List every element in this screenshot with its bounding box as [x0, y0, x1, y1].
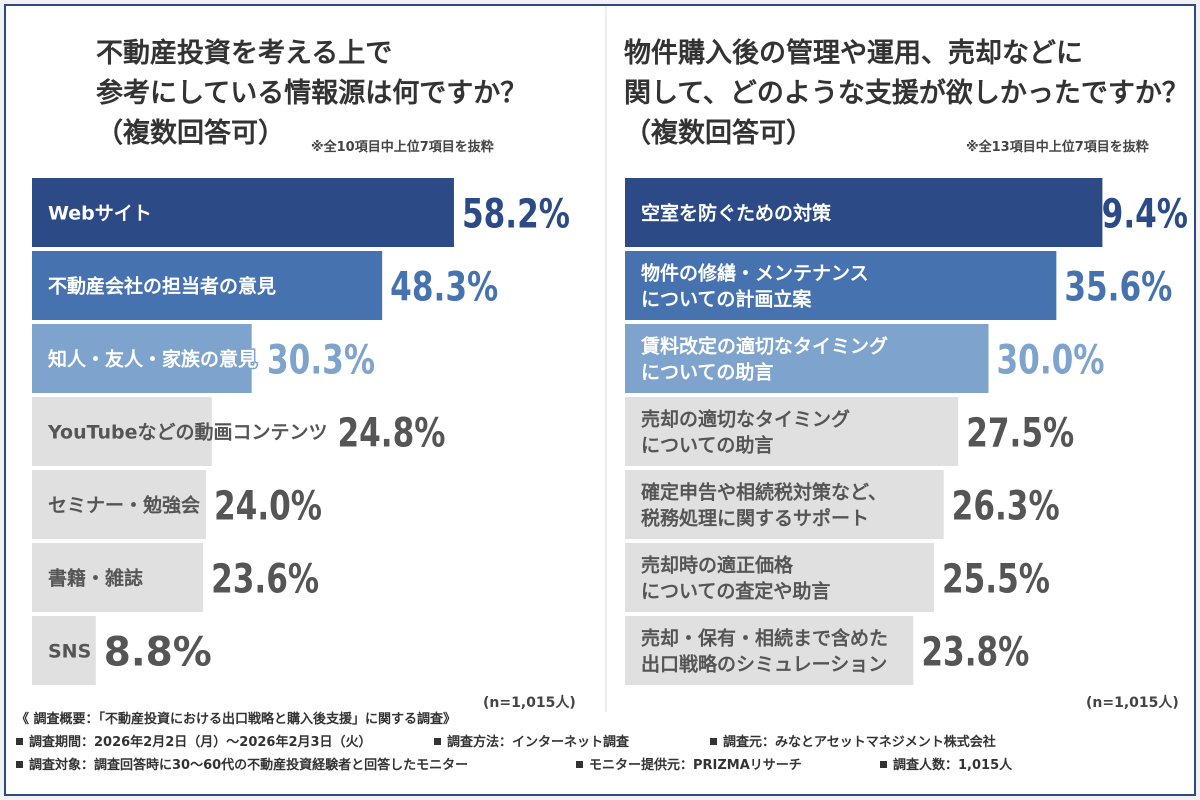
right-bar-3 — [625, 324, 989, 393]
right-value-label-2: 35.6% — [1064, 265, 1172, 311]
survey-provider: モニター提供元：PRIZMAリサーチ — [589, 758, 802, 773]
left-bar-3 — [32, 324, 252, 393]
right-category-label-1: 空室を防ぐための対策 — [641, 202, 832, 225]
survey-footer: 《 調査概要：「不動産投資における出口戦略と購入後支援」に関する調査》 調査期間… — [16, 708, 1186, 777]
right-value-label-1: 39.4% — [1080, 192, 1188, 238]
survey-overview: 《 調査概要：「不動産投資における出口戦略と購入後支援」に関する調査》 — [16, 712, 457, 727]
right-bar-1 — [625, 178, 1103, 247]
survey-period: 調査期間：2026年2月2日（月）〜2026年2月3日（火） — [29, 735, 372, 750]
right-value-label-5: 26.3% — [952, 484, 1060, 530]
survey-organizer: 調査元：みなとアセットマネジメント株式会社 — [723, 735, 996, 750]
bullet-icon — [16, 761, 23, 768]
bullet-icon — [880, 761, 887, 768]
right-value-label-7: 23.8% — [921, 630, 1029, 676]
left-bar-6 — [32, 543, 204, 612]
right-chart-title: 物件購入後の管理や運用、売却などに 関して、どのような支援が欲しかったですか？ … — [624, 38, 1189, 149]
left-category-label-6: 書籍・雑誌 — [48, 567, 143, 590]
right-bar-5 — [625, 470, 944, 539]
right-bar-7 — [625, 616, 914, 685]
left-category-label-3: 知人・友人・家族の意見 — [48, 348, 257, 371]
left-bar-1 — [32, 178, 454, 247]
right-value-label-4: 27.5% — [966, 411, 1074, 457]
right-category-label-6: 売却時の適正価格についての査定や助言 — [641, 554, 830, 603]
left-value-label-7: 8.8% — [104, 630, 212, 676]
left-category-label-7: SNS — [48, 641, 91, 663]
bullet-icon — [16, 738, 23, 745]
survey-method: 調査方法：インターネット調査 — [447, 735, 630, 750]
left-category-label-2: 不動産会社の担当者の意見 — [48, 275, 276, 298]
left-chart-title: 不動産投資を考える上で 参考にしている情報源は何ですか？ （複数回答可） — [96, 38, 528, 149]
left-value-label-5: 24.0% — [214, 484, 322, 530]
left-chart-note: ※全10項目中上位7項目を抜粋 — [311, 140, 494, 155]
right-bar-6 — [625, 543, 934, 612]
right-value-label-3: 30.0% — [997, 338, 1105, 384]
bullet-icon — [434, 738, 441, 745]
bullet-icon — [710, 738, 717, 745]
right-category-label-7: 売却・保有・相続まで含めた出口戦略のシミュレーション — [641, 627, 888, 676]
left-value-label-2: 48.3% — [390, 265, 498, 311]
left-value-label-6: 23.6% — [211, 557, 319, 603]
right-bar-2 — [625, 251, 1057, 320]
left-value-label-1: 58.2% — [462, 192, 570, 238]
right-category-label-4: 売却の適切なタイミングについての助言 — [641, 408, 850, 457]
left-value-label-3: 30.3% — [267, 338, 375, 384]
right-chart-note: ※全13項目中上位7項目を抜粋 — [966, 140, 1149, 155]
left-category-label-5: セミナー・勉強会 — [48, 494, 200, 517]
left-category-label-4: YouTubeなどの動画コンテンツ — [47, 422, 327, 444]
left-bar-2 — [32, 251, 383, 320]
left-sample-size: (n=1,015人) — [483, 695, 576, 711]
right-sample-size: (n=1,015人) — [1086, 695, 1179, 711]
panel-divider — [605, 6, 607, 712]
right-category-label-3: 賃料改定の適切なタイミングについての助言 — [640, 335, 888, 384]
survey-count: 調査人数：1,015人 — [893, 758, 1013, 773]
right-value-label-6: 25.5% — [942, 557, 1050, 603]
left-bar-4 — [32, 397, 212, 466]
right-bar-4 — [625, 397, 959, 466]
right-category-label-2: 物件の修繕・メンテナンスについての計画立案 — [641, 262, 869, 311]
left-bar-7 — [32, 616, 96, 685]
right-category-label-5: 確定申告や相続税対策など、税務処理に関するサポート — [641, 481, 887, 530]
left-value-label-4: 24.8% — [337, 411, 445, 457]
survey-target: 調査対象：調査回答時に30〜60代の不動産投資経験者と回答したモニター — [29, 758, 469, 773]
bullet-icon — [576, 761, 583, 768]
left-category-label-1: Webサイト — [48, 203, 152, 225]
left-bar-5 — [32, 470, 206, 539]
